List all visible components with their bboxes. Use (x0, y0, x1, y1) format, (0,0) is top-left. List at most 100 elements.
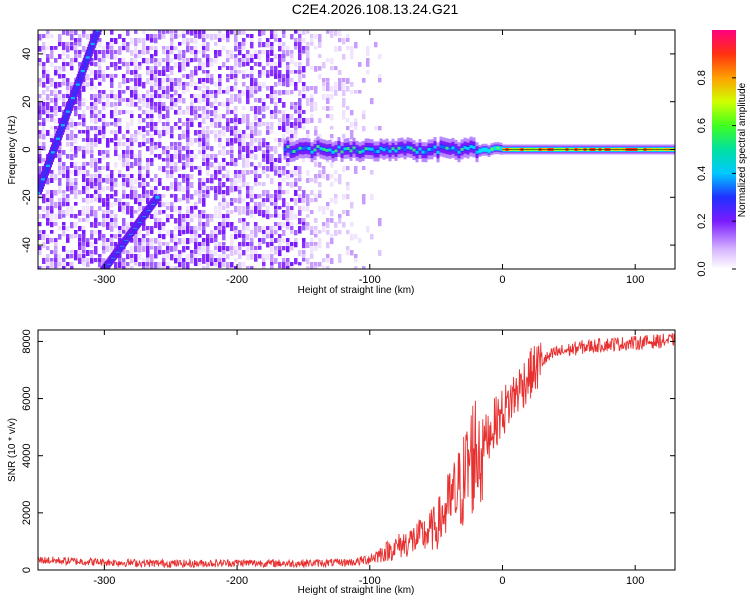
noise-cell (310, 102, 314, 106)
noise-cell (266, 50, 270, 57)
noise-cell (98, 198, 102, 203)
noise-cell (102, 94, 106, 100)
noise-cell (130, 258, 134, 264)
noise-cell (294, 214, 298, 220)
noise-cell (294, 86, 298, 91)
noise-cell (230, 138, 234, 144)
noise-cell (142, 238, 146, 244)
noise-cell (62, 66, 66, 72)
noise-cell (246, 58, 250, 63)
noise-cell (78, 62, 82, 67)
noise-cell (150, 82, 154, 89)
signal-core (283, 148, 287, 152)
noise-cell (310, 98, 314, 104)
noise-cell (58, 266, 62, 269)
snr-series-line (38, 333, 675, 569)
noise-cell (186, 194, 190, 200)
noise-cell (302, 110, 306, 114)
noise-cell (142, 190, 146, 196)
noise-cell (330, 66, 334, 71)
signal-core (355, 149, 359, 153)
noise-cell (102, 106, 106, 111)
noise-cell (90, 222, 94, 228)
noise-cell (226, 262, 230, 267)
noise-cell (102, 130, 106, 137)
noise-cell (262, 142, 266, 148)
noise-cell (146, 198, 150, 205)
noise-cell (122, 150, 126, 155)
noise-cell (242, 138, 246, 143)
y-tick-label: 0 (21, 567, 33, 573)
noise-cell (82, 118, 86, 123)
noise-cell (270, 230, 274, 235)
noise-cell (86, 186, 90, 193)
noise-cell (126, 122, 130, 128)
noise-cell (150, 102, 154, 108)
noise-cell (70, 142, 74, 147)
noise-cell (126, 266, 130, 269)
noise-cell (214, 54, 218, 61)
noise-cell (134, 134, 138, 138)
noise-cell (166, 74, 170, 79)
noise-cell (334, 90, 338, 96)
noise-cell (134, 254, 138, 260)
noise-cell (314, 102, 318, 108)
noise-cell (138, 162, 142, 167)
noise-cell (242, 242, 246, 247)
noise-cell (38, 150, 42, 155)
noise-cell (130, 246, 134, 252)
noise-cell (198, 138, 202, 142)
noise-cell (46, 214, 50, 218)
noise-cell (162, 126, 166, 133)
noise-cell (306, 222, 310, 229)
ridge-core (38, 188, 41, 192)
signal-core (481, 148, 485, 152)
noise-cell (202, 38, 206, 43)
noise-cell (62, 174, 66, 178)
noise-cell (182, 50, 186, 54)
noise-cell (174, 234, 178, 241)
noise-cell (170, 206, 174, 213)
noise-cell (186, 130, 190, 135)
noise-cell (298, 178, 302, 182)
noise-cell (134, 30, 138, 34)
noise-cell (202, 98, 206, 103)
noise-cell (110, 178, 114, 183)
noise-cell (74, 170, 78, 177)
noise-cell (182, 122, 186, 127)
signal-core (286, 145, 290, 149)
noise-cell (90, 118, 94, 123)
noise-cell (130, 214, 134, 220)
noise-cell (98, 114, 102, 121)
noise-cell (42, 90, 46, 95)
noise-cell (106, 42, 110, 46)
noise-cell (290, 266, 294, 269)
noise-cell (226, 142, 230, 147)
noise-cell (182, 222, 186, 229)
noise-cell (206, 70, 210, 74)
noise-cell (150, 118, 154, 123)
ridge-core (38, 182, 43, 186)
noise-cell (282, 74, 286, 81)
noise-cell (66, 234, 70, 239)
noise-cell (158, 242, 162, 248)
noise-cell (38, 206, 42, 210)
noise-cell (226, 222, 230, 228)
noise-cell (158, 266, 162, 269)
noise-cell (198, 98, 202, 104)
colorbar-axis: 0.00.20.40.60.8 (696, 70, 736, 277)
noise-cell (170, 134, 174, 139)
noise-cell (122, 182, 126, 187)
noise-cell (182, 134, 186, 140)
noise-cell (114, 242, 118, 249)
noise-cell (110, 174, 114, 181)
noise-cell (126, 210, 130, 215)
noise-cell (98, 58, 102, 63)
noise-cell (278, 98, 282, 103)
noise-cell (142, 226, 146, 231)
noise-cell (102, 214, 106, 219)
noise-cell (110, 138, 114, 143)
noise-cell (194, 234, 198, 238)
noise-cell (194, 66, 198, 71)
noise-cell (114, 74, 118, 78)
